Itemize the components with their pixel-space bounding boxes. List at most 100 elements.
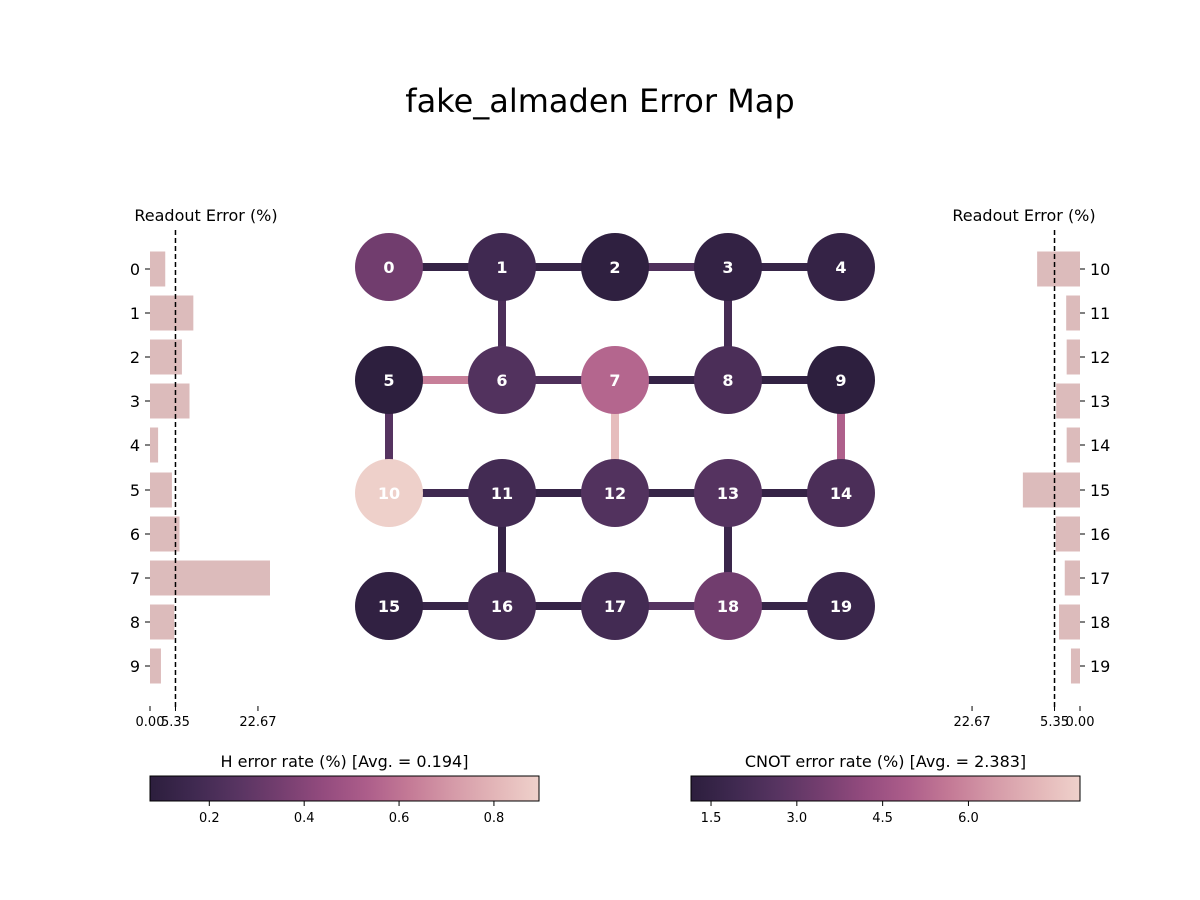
readout-bar-0 bbox=[150, 251, 166, 287]
coupler-layer bbox=[385, 263, 845, 610]
y-tick-label-7: 7 bbox=[130, 569, 140, 588]
qubit-node-7 bbox=[581, 346, 649, 414]
colorbar-tick-label: 0.2 bbox=[199, 811, 220, 826]
y-tick-label-3: 3 bbox=[130, 392, 140, 411]
qubit-label-9: 9 bbox=[835, 371, 846, 390]
qubit-label-1: 1 bbox=[496, 258, 507, 277]
x-tick-label: 5.35 bbox=[161, 715, 190, 730]
qubit-label-6: 6 bbox=[496, 371, 507, 390]
qubit-label-11: 11 bbox=[491, 484, 513, 503]
readout-bar-10 bbox=[1037, 251, 1080, 287]
qubit-label-15: 15 bbox=[378, 597, 400, 616]
colorbar-tick-label: 6.0 bbox=[958, 811, 979, 826]
readout-bar-3 bbox=[150, 383, 190, 419]
readout-bar-6 bbox=[150, 516, 180, 552]
colorbar-tick-label: 0.8 bbox=[484, 811, 505, 826]
readout-bar-8 bbox=[150, 604, 175, 640]
qubit-label-16: 16 bbox=[491, 597, 513, 616]
qubit-node-2 bbox=[581, 233, 649, 301]
x-tick-label: 22.67 bbox=[953, 715, 990, 730]
qubit-label-0: 0 bbox=[383, 258, 394, 277]
qubit-node-14 bbox=[807, 459, 875, 527]
y-tick-label-8: 8 bbox=[130, 613, 140, 632]
qubit-node-17 bbox=[581, 572, 649, 640]
y-tick-label-9: 9 bbox=[130, 657, 140, 676]
y-tick-label-2: 2 bbox=[130, 348, 140, 367]
readout-bar-5 bbox=[150, 472, 172, 508]
qubit-node-16 bbox=[468, 572, 536, 640]
readout-bar-19 bbox=[1070, 648, 1080, 684]
readout-bar-17 bbox=[1064, 560, 1080, 596]
readout-bar-9 bbox=[150, 648, 161, 684]
colorbar-h-error: H error rate (%) [Avg. = 0.194] 0.2 0.4 0.6… bbox=[149, 752, 540, 826]
y-tick-label-5: 5 bbox=[130, 481, 140, 500]
y-tick-label-1: 1 bbox=[130, 304, 140, 323]
y-tick-label-14: 14 bbox=[1090, 436, 1110, 455]
colorbar-cnot-error: CNOT error rate (%) [Avg. = 2.383] 1.5 3.0… bbox=[690, 752, 1081, 826]
readout-bar-7 bbox=[150, 560, 270, 596]
readout-title: Readout Error (%) bbox=[134, 206, 277, 225]
qubit-node-11 bbox=[468, 459, 536, 527]
y-tick-label-15: 15 bbox=[1090, 481, 1110, 500]
readout-bar-12 bbox=[1066, 339, 1080, 375]
qubit-label-17: 17 bbox=[604, 597, 626, 616]
readout-title: Readout Error (%) bbox=[952, 206, 1095, 225]
qubit-node-1 bbox=[468, 233, 536, 301]
readout-bar-1 bbox=[150, 295, 194, 331]
readout-bar-11 bbox=[1066, 295, 1080, 331]
qubit-label-8: 8 bbox=[722, 371, 733, 390]
qubit-label-4: 4 bbox=[835, 258, 846, 277]
colorbar-tick-label: 3.0 bbox=[786, 811, 807, 826]
colorbar-tick-label: 1.5 bbox=[701, 811, 722, 826]
y-tick-label-11: 11 bbox=[1090, 304, 1110, 323]
readout-bar-16 bbox=[1055, 516, 1080, 552]
y-tick-label-6: 6 bbox=[130, 525, 140, 544]
qubit-node-6 bbox=[468, 346, 536, 414]
colorbar-label: H error rate (%) [Avg. = 0.194] bbox=[221, 752, 469, 771]
colorbar-tick-label: 0.4 bbox=[294, 811, 315, 826]
y-tick-label-18: 18 bbox=[1090, 613, 1110, 632]
readout-panel-left: Readout Error (%) 0 1 2 3 4 5 6 7 8 9 0.005.35 22.67 bbox=[130, 206, 278, 730]
colorbar-tick-label: 4.5 bbox=[872, 811, 893, 826]
qubit-label-13: 13 bbox=[717, 484, 739, 503]
qubit-label-12: 12 bbox=[604, 484, 626, 503]
qubit-node-12 bbox=[581, 459, 649, 527]
qubit-node-10 bbox=[355, 459, 423, 527]
readout-bar-14 bbox=[1066, 427, 1080, 463]
qubit-label-19: 19 bbox=[830, 597, 852, 616]
colorbar-gradient bbox=[149, 775, 540, 802]
x-tick-label: 22.67 bbox=[239, 715, 276, 730]
readout-bar-13 bbox=[1056, 383, 1080, 419]
y-tick-label-17: 17 bbox=[1090, 569, 1110, 588]
qubit-label-5: 5 bbox=[383, 371, 394, 390]
qubit-node-13 bbox=[694, 459, 762, 527]
x-tick-label: 0.00 bbox=[1066, 715, 1095, 730]
colorbar-gradient bbox=[690, 775, 1081, 802]
qubit-label-14: 14 bbox=[830, 484, 852, 503]
colorbar-tick-label: 0.6 bbox=[389, 811, 410, 826]
readout-bar-15 bbox=[1022, 472, 1080, 508]
readout-bar-18 bbox=[1059, 604, 1080, 640]
y-tick-label-10: 10 bbox=[1090, 260, 1110, 279]
readout-panel-right: Readout Error (%) 10 11 12 13 14 15 16 17 18 19 22.… bbox=[952, 206, 1110, 730]
qubit-node-8 bbox=[694, 346, 762, 414]
colorbar-label: CNOT error rate (%) [Avg. = 2.383] bbox=[745, 752, 1026, 771]
qubit-label-7: 7 bbox=[609, 371, 620, 390]
qubit-label-2: 2 bbox=[609, 258, 620, 277]
y-tick-label-12: 12 bbox=[1090, 348, 1110, 367]
qubit-label-18: 18 bbox=[717, 597, 739, 616]
y-tick-label-13: 13 bbox=[1090, 392, 1110, 411]
qubit-node-18 bbox=[694, 572, 762, 640]
y-tick-label-0: 0 bbox=[130, 260, 140, 279]
x-tick-label: 5.35 bbox=[1040, 715, 1069, 730]
chart-title: fake_almaden Error Map bbox=[405, 82, 795, 120]
qubit-node-9 bbox=[807, 346, 875, 414]
x-tick-label: 0.00 bbox=[136, 715, 165, 730]
readout-bar-4 bbox=[150, 427, 159, 463]
qubit-node-5 bbox=[355, 346, 423, 414]
y-tick-label-16: 16 bbox=[1090, 525, 1110, 544]
y-tick-label-4: 4 bbox=[130, 436, 140, 455]
qubit-label-10: 10 bbox=[378, 484, 400, 503]
